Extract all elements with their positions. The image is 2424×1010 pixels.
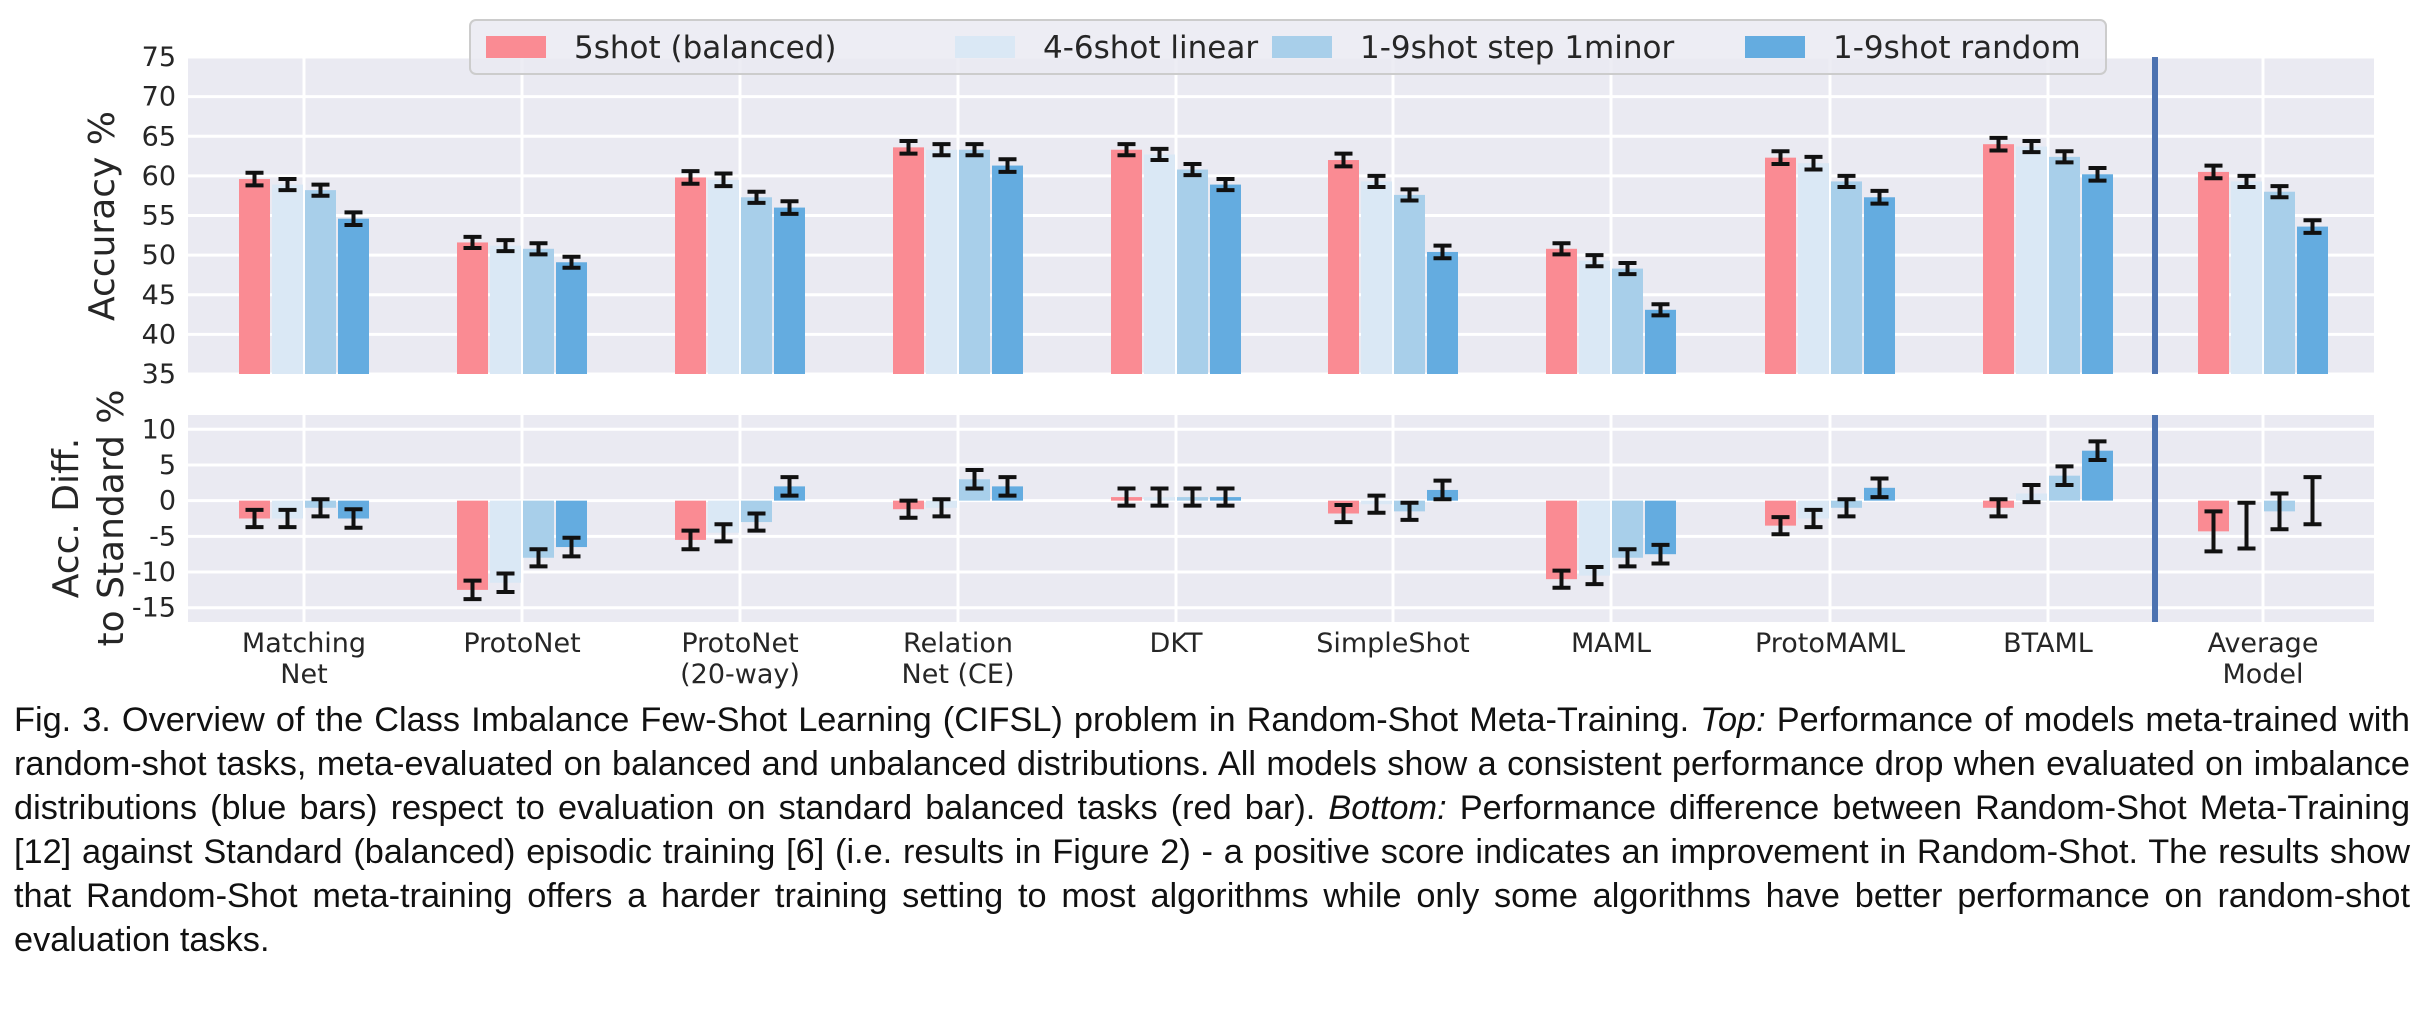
bottom-bar xyxy=(490,500,521,583)
top-bar xyxy=(1546,248,1577,374)
x-category-label: Net xyxy=(280,659,327,690)
top-bar xyxy=(1111,149,1142,374)
bottom-y-tick-label: -15 xyxy=(132,593,176,624)
top-y-tick-label: 60 xyxy=(142,161,176,192)
top-bar xyxy=(2297,226,2328,374)
bottom-bar xyxy=(1579,500,1610,576)
legend-swatch xyxy=(1272,36,1332,58)
x-category-label: Net (CE) xyxy=(902,659,1015,690)
caption-top-text: Performance of models meta-trained with … xyxy=(14,701,2410,827)
top-y-tick-label: 65 xyxy=(142,121,176,152)
x-category-label: ProtoNet xyxy=(463,628,580,659)
top-bar xyxy=(2049,156,2080,374)
top-bar xyxy=(1361,181,1392,374)
top-bar xyxy=(1798,163,1829,374)
top-bar xyxy=(305,190,336,374)
caption-bottom-text: Performance difference between Random-Sh… xyxy=(14,789,2411,959)
legend-swatch xyxy=(1745,36,1805,58)
top-panel: 35 40 45 50 55 60 65 70 75 xyxy=(142,42,2374,390)
top-bar xyxy=(2082,174,2113,374)
x-category-label: ProtoNet xyxy=(681,628,798,659)
top-bar xyxy=(1765,157,1796,374)
top-bar xyxy=(272,184,303,374)
top-bar xyxy=(1983,144,2014,374)
x-category-label: Matching xyxy=(242,628,366,659)
caption-top-label: Top: xyxy=(1700,701,1766,739)
bottom-y-tick-label: 10 xyxy=(142,414,176,445)
top-bar xyxy=(1645,309,1676,374)
top-bar xyxy=(1177,169,1208,374)
top-bar xyxy=(1612,268,1643,374)
top-bar xyxy=(338,218,369,374)
bottom-y-axis-label-line2: to Standard % xyxy=(91,389,132,646)
top-bar xyxy=(1579,260,1610,374)
bottom-y-axis-label-line1: Acc. Diff. xyxy=(46,438,87,598)
top-y-tick-label: 70 xyxy=(142,82,176,113)
legend-swatch xyxy=(486,36,546,58)
legend: 5shot (balanced) 4-6shot linear 1-9shot st… xyxy=(469,19,2107,75)
top-y-tick-label: 75 xyxy=(142,42,176,73)
top-bar xyxy=(239,179,270,374)
top-bar xyxy=(1394,194,1425,374)
top-bar xyxy=(490,245,521,374)
top-bar xyxy=(741,197,772,374)
bottom-bar xyxy=(457,500,488,590)
top-bar xyxy=(2016,146,2047,374)
top-bar xyxy=(1144,154,1175,374)
bottom-panel: -15 -10 -5 0 5 10 xyxy=(132,414,2374,624)
top-bar xyxy=(2264,191,2295,374)
top-bar xyxy=(1210,184,1241,374)
top-bar xyxy=(556,262,587,374)
x-category-label: Relation xyxy=(903,628,1013,659)
top-y-axis-label: Accuracy % xyxy=(82,111,123,321)
bottom-y-tick-label: -10 xyxy=(132,557,176,588)
top-bar xyxy=(2231,181,2262,374)
x-category-label: ProtoMAML xyxy=(1755,628,1905,659)
results-figure: 35 40 45 50 55 60 65 70 75 -15 -10 -5 0 5 10 Accuracy %… xyxy=(46,19,2374,690)
bottom-bar xyxy=(741,500,772,523)
top-y-tick-label: 40 xyxy=(142,319,176,350)
legend-label: 4-6shot linear xyxy=(1043,30,1258,66)
legend-label: 1-9shot step 1minor xyxy=(1360,30,1674,66)
figure-caption: Fig. 3. Overview of the Class Imbalance … xyxy=(14,698,2410,962)
top-bar xyxy=(959,149,990,374)
top-y-tick-label: 35 xyxy=(142,359,176,390)
top-bar xyxy=(774,207,805,374)
x-category-label: SimpleShot xyxy=(1316,628,1470,659)
x-category-label: (20-way) xyxy=(680,659,800,690)
top-bar xyxy=(457,242,488,374)
top-bar xyxy=(2198,171,2229,374)
top-bar xyxy=(1328,160,1359,374)
top-y-tick-label: 50 xyxy=(142,240,176,271)
top-bar xyxy=(1831,181,1862,374)
top-bar xyxy=(926,149,957,374)
x-category-label: MAML xyxy=(1571,628,1651,659)
caption-bottom-label: Bottom: xyxy=(1328,789,1447,827)
x-category-label: BTAML xyxy=(2003,628,2093,659)
legend-label: 1-9shot random xyxy=(1833,30,2081,66)
bottom-bar xyxy=(1546,500,1577,580)
bottom-y-tick-label: -5 xyxy=(149,521,176,552)
top-bar xyxy=(1427,251,1458,374)
bottom-y-tick-label: 5 xyxy=(159,450,176,481)
top-bar xyxy=(893,147,924,374)
top-bar xyxy=(992,165,1023,374)
x-category-label: DKT xyxy=(1150,628,1203,659)
x-category-label: Average xyxy=(2208,628,2319,659)
legend-label: 5shot (balanced) xyxy=(574,30,836,66)
top-bar xyxy=(675,177,706,374)
bottom-y-tick-label: 0 xyxy=(159,486,176,517)
top-y-tick-label: 55 xyxy=(142,201,176,232)
top-bar xyxy=(708,179,739,374)
legend-swatch xyxy=(955,36,1015,58)
top-y-tick-label: 45 xyxy=(142,280,176,311)
top-bar xyxy=(523,248,554,374)
top-bar xyxy=(1864,197,1895,374)
x-category-label: Model xyxy=(2222,659,2303,690)
caption-figure-label: Fig. 3. Overview of the Class Imbalance … xyxy=(14,701,1690,739)
